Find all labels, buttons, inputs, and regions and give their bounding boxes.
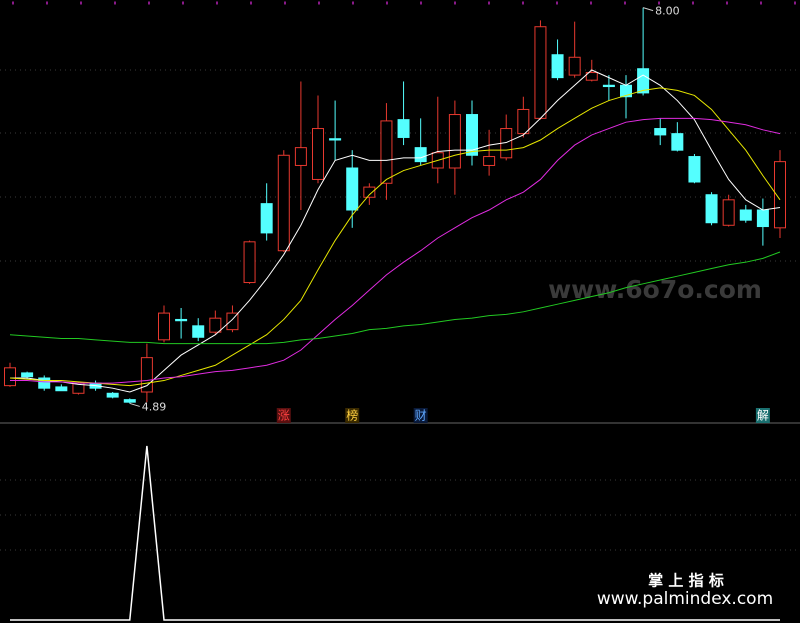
marker-box	[413, 408, 428, 423]
candle-body	[380, 120, 393, 184]
candle-body	[346, 167, 359, 211]
marker-box	[276, 408, 291, 423]
watermark: www.palmindex.com	[597, 589, 773, 609]
marker-box	[345, 408, 360, 423]
marker: 榜	[346, 408, 358, 423]
price-label: 4.89	[142, 400, 167, 413]
moving-average	[9, 251, 781, 345]
candle-body	[312, 128, 324, 180]
candle-body	[671, 133, 684, 151]
candle-body	[688, 156, 701, 183]
candle-body	[517, 108, 530, 135]
candle-body	[277, 154, 290, 252]
candle-body	[466, 114, 478, 156]
candle-body	[158, 312, 170, 341]
candle-body	[705, 194, 718, 224]
candle-body	[483, 156, 496, 166]
candle-body	[106, 392, 119, 398]
candle-body	[534, 26, 547, 119]
marker: 解	[757, 409, 769, 423]
candle-body	[123, 399, 136, 403]
candle-body	[448, 114, 461, 169]
candle-body	[140, 357, 153, 393]
candle-body	[568, 56, 581, 76]
price-leader	[129, 402, 140, 407]
marker: 财	[415, 409, 427, 423]
price-leader	[642, 7, 654, 12]
candle-body	[243, 241, 256, 284]
moving-average	[9, 87, 781, 387]
candle-body	[739, 209, 752, 221]
price-label: 8.00	[655, 5, 680, 18]
candle-body	[226, 312, 239, 331]
candle-body	[209, 317, 222, 333]
watermark: 掌 上 指 标	[648, 572, 724, 590]
marker: 涨	[278, 408, 290, 423]
candle-body	[774, 161, 786, 229]
candle-body	[397, 119, 410, 138]
candle-body	[21, 372, 34, 378]
candle-body	[55, 386, 68, 392]
moving-average	[10, 117, 781, 384]
candle-body	[602, 84, 615, 88]
candle-body	[414, 147, 427, 163]
candle-body	[551, 54, 564, 79]
candle-body	[175, 318, 188, 322]
candle-body	[38, 377, 51, 389]
candle-body	[722, 199, 735, 226]
candle-body	[4, 367, 16, 387]
candle-body	[585, 72, 598, 81]
candle-body	[192, 325, 205, 338]
marker-box	[755, 408, 770, 423]
candle-body	[294, 147, 307, 166]
watermark: www.6o7o.com	[548, 275, 762, 304]
candle-body	[654, 128, 667, 136]
candle-body	[329, 138, 342, 141]
moving-average	[10, 69, 781, 393]
candle-body	[637, 68, 650, 94]
candle-body	[363, 186, 376, 198]
candle-body	[756, 209, 769, 228]
candle-body	[260, 203, 273, 234]
indicator-line	[10, 445, 780, 621]
